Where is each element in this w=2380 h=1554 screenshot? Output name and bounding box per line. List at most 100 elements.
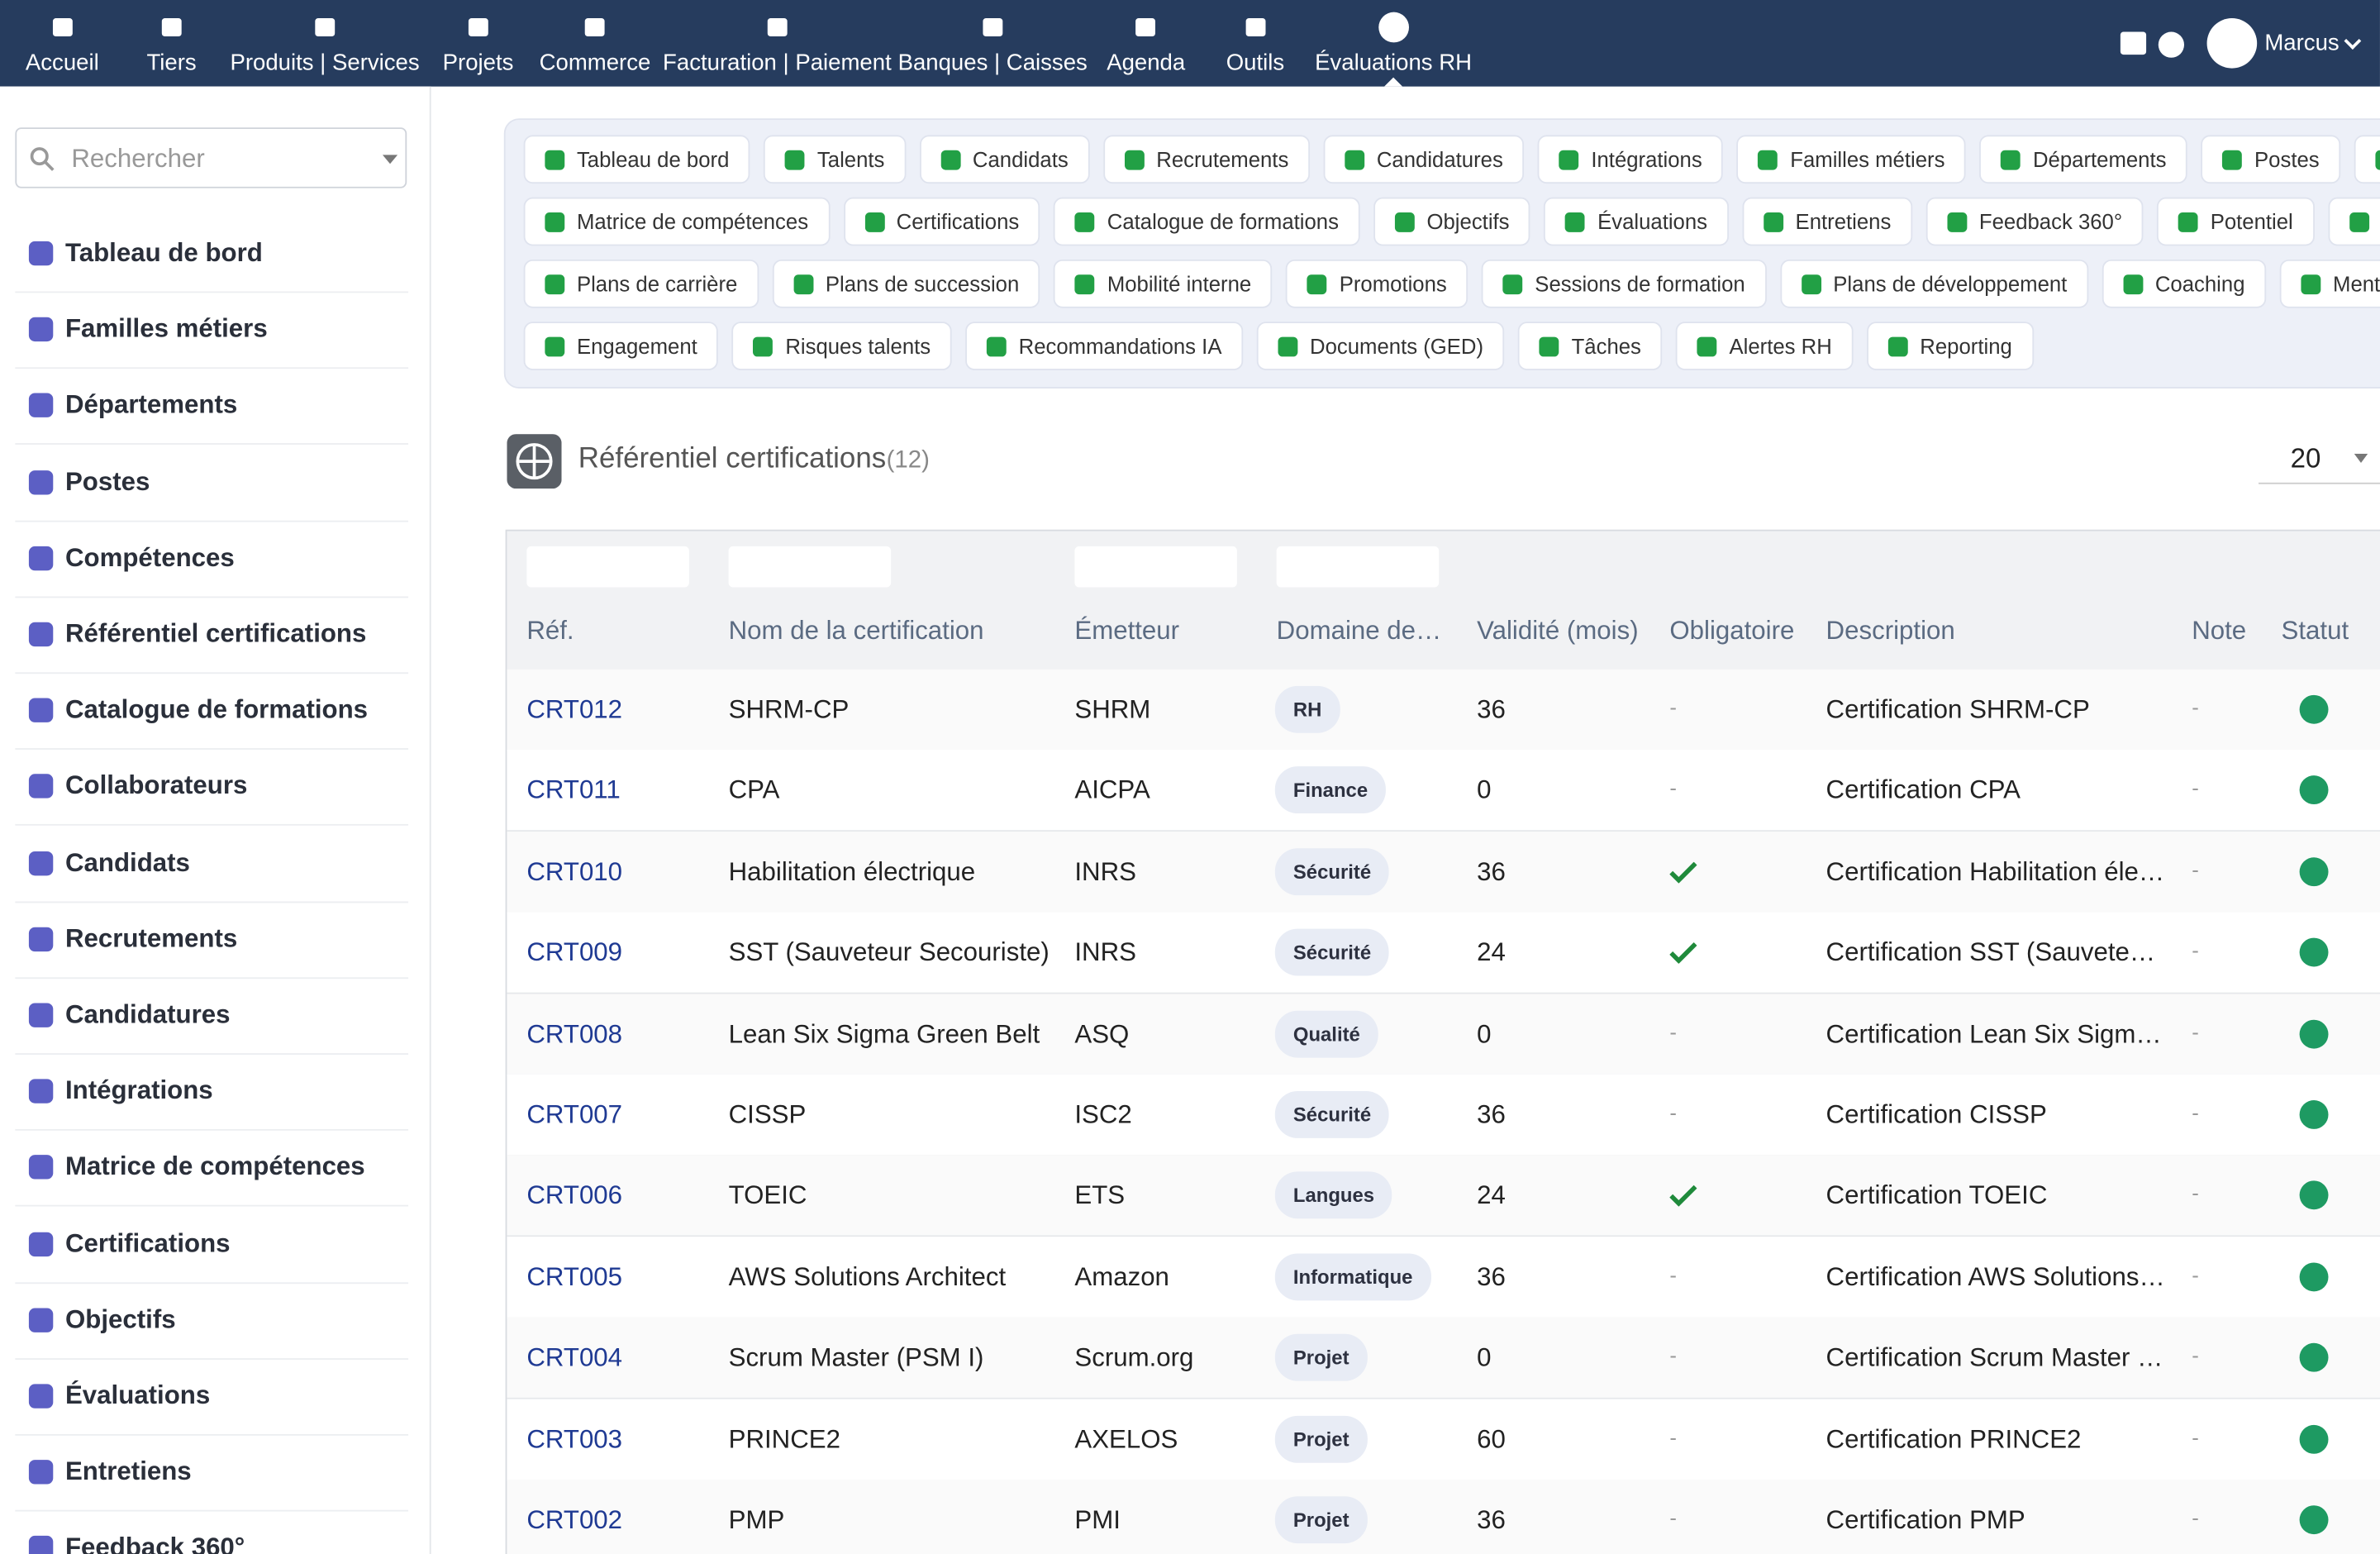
cell[interactable]: CRT011 <box>526 775 621 805</box>
tab[interactable]: Recommandations IA <box>965 322 1244 370</box>
sidebar-item[interactable]: Catalogue de formations <box>15 673 409 751</box>
nav-item[interactable]: Accueil <box>26 0 99 87</box>
tab[interactable]: Potentiel <box>2157 197 2315 246</box>
tab[interactable]: Reporting <box>1867 322 2034 370</box>
column-header[interactable]: Validité (mois) <box>1477 616 1639 646</box>
tab[interactable]: Documents (GED) <box>1256 322 1505 370</box>
tab[interactable]: Engagement <box>523 322 719 370</box>
tab[interactable]: Familles métiers <box>1736 135 1967 184</box>
cell[interactable]: CRT005 <box>526 1262 623 1291</box>
domain-badge: Qualité <box>1274 1009 1378 1057</box>
tab[interactable]: Alertes RH <box>1676 322 1854 370</box>
tab[interactable]: Feedback 360° <box>1925 197 2144 246</box>
tab[interactable]: Recrutements <box>1102 135 1311 184</box>
tab[interactable]: Certifications <box>843 197 1040 246</box>
cell[interactable]: CRT007 <box>526 1100 623 1129</box>
tab[interactable]: Sessions de formation <box>1482 259 1767 308</box>
column-header[interactable]: Obligatoire <box>1669 616 1795 646</box>
sidebar-item[interactable]: Recrutements <box>15 901 409 979</box>
cell[interactable]: CRT002 <box>526 1505 623 1535</box>
tab[interactable]: Candidats <box>919 135 1090 184</box>
sidebar-item[interactable]: Départements <box>15 368 409 446</box>
nav-item[interactable]: Facturation | Paiement <box>663 0 892 87</box>
tab[interactable]: Co <box>2354 135 2380 184</box>
sidebar-item[interactable]: Objectifs <box>15 1282 409 1360</box>
user-menu[interactable]: Marcus <box>2206 18 2365 69</box>
filter-input[interactable] <box>728 546 892 588</box>
cell[interactable]: CRT008 <box>526 1018 623 1048</box>
sidebar-item[interactable]: Candidatures <box>15 977 409 1055</box>
tab[interactable]: Candidatures <box>1323 135 1525 184</box>
sidebar-item[interactable]: Compétences <box>15 520 409 598</box>
nav-item[interactable]: Tiers <box>146 0 197 87</box>
help-icon[interactable] <box>2158 31 2185 58</box>
column-header[interactable]: Réf. <box>526 616 574 646</box>
tab-icon <box>1075 212 1096 231</box>
nav-item[interactable]: Commerce <box>540 0 650 87</box>
tab[interactable]: Entretiens <box>1742 197 1913 246</box>
page-size-select[interactable]: 20 <box>2259 432 2380 484</box>
print-icon[interactable] <box>2120 31 2147 55</box>
sidebar-item[interactable]: Postes <box>15 444 409 522</box>
tab-label: Entretiens <box>1795 209 1892 234</box>
nav-item[interactable]: Outils <box>1226 0 1284 87</box>
tab[interactable]: Plans de succession <box>772 259 1041 308</box>
tab[interactable]: Intégrations <box>1538 135 1724 184</box>
tab-label: Intégrations <box>1591 147 1702 172</box>
cell[interactable]: CRT006 <box>526 1181 623 1210</box>
tab[interactable]: Coaching <box>2102 259 2267 308</box>
column-header[interactable]: Domaine de… <box>1276 616 1442 646</box>
nav-item[interactable]: Banques | Caisses <box>898 0 1088 87</box>
tab[interactable]: Mobilité interne <box>1054 259 1273 308</box>
search-box[interactable]: Rechercher <box>15 127 407 188</box>
tab[interactable]: Départements <box>1979 135 2188 184</box>
filter-input[interactable] <box>1276 546 1440 588</box>
sidebar-item[interactable]: Feedback 360° <box>15 1510 408 1554</box>
tab[interactable]: Positio <box>2328 197 2380 246</box>
sidebar-item[interactable]: Certifications <box>15 1206 409 1284</box>
tab[interactable]: Plans de carrière <box>523 259 759 308</box>
nav-item[interactable]: Projets <box>443 0 513 87</box>
sidebar-item[interactable]: Tableau de bord <box>15 216 409 293</box>
tab[interactable]: Mentorat <box>2279 259 2380 308</box>
sidebar-icon <box>28 393 54 418</box>
column-header[interactable]: Émetteur <box>1074 616 1180 646</box>
sidebar-item[interactable]: Entretiens <box>15 1434 409 1512</box>
column-header[interactable]: Note <box>2192 616 2247 646</box>
sidebar-label: Objectifs <box>64 1304 176 1334</box>
tab[interactable]: Risques talents <box>732 322 952 370</box>
sidebar-item[interactable]: Matrice de compétences <box>15 1130 409 1208</box>
tab[interactable]: Catalogue de formations <box>1054 197 1360 246</box>
sidebar-item[interactable]: Collaborateurs <box>15 749 409 827</box>
column-header[interactable]: Statut <box>2281 616 2349 646</box>
cell[interactable]: CRT009 <box>526 937 623 967</box>
tab-label: Coaching <box>2154 271 2245 297</box>
sidebar-item[interactable]: Candidats <box>15 825 409 903</box>
tab[interactable]: Plans de développement <box>1779 259 2089 308</box>
tab[interactable]: Tâches <box>1518 322 1663 370</box>
tab[interactable]: Matrice de compétences <box>523 197 830 246</box>
sidebar-label: Départements <box>64 390 238 420</box>
tab[interactable]: Postes <box>2201 135 2341 184</box>
column-header[interactable]: Nom de la certification <box>728 616 984 646</box>
cell[interactable]: CRT004 <box>526 1343 623 1372</box>
filter-input[interactable] <box>1074 546 1237 588</box>
cell[interactable]: CRT010 <box>526 856 623 886</box>
sidebar-item[interactable]: Familles métiers <box>15 292 409 369</box>
tab[interactable]: Promotions <box>1286 259 1468 308</box>
cell[interactable]: CRT012 <box>526 694 623 724</box>
sidebar-item[interactable]: Évaluations <box>15 1358 409 1436</box>
nav-label: Facturation | Paiement <box>663 50 892 76</box>
tab[interactable]: Talents <box>764 135 907 184</box>
sidebar-item[interactable]: Référentiel certifications <box>15 597 409 675</box>
nav-item[interactable]: Produits | Services <box>230 0 420 87</box>
column-header[interactable]: Description <box>1825 616 1955 646</box>
nav-item[interactable]: Agenda <box>1107 0 1185 87</box>
tab[interactable]: Évaluations <box>1544 197 1729 246</box>
cell[interactable]: CRT003 <box>526 1424 623 1454</box>
tab[interactable]: Tableau de bord <box>523 135 751 184</box>
sidebar-item[interactable]: Intégrations <box>15 1053 409 1132</box>
nav-item[interactable]: Évaluations RH <box>1315 0 1472 87</box>
tab[interactable]: Objectifs <box>1373 197 1531 246</box>
filter-input[interactable] <box>526 546 689 588</box>
